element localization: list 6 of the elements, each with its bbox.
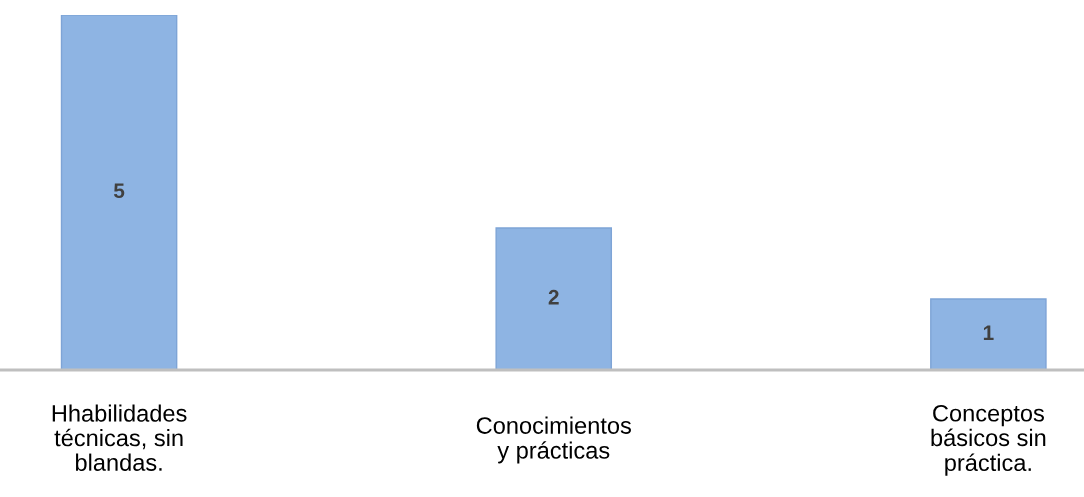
x-tick-label: Hhabilidades técnicas, sin blandas. — [52, 404, 187, 471]
data-label: 1 — [983, 325, 994, 340]
x-tick-label: Conocimientos y prácticas — [476, 416, 631, 464]
data-label: 5 — [113, 183, 125, 199]
x-tick-label: Conceptos básicos sin práctica. — [931, 404, 1046, 476]
data-label: 2 — [548, 289, 559, 305]
